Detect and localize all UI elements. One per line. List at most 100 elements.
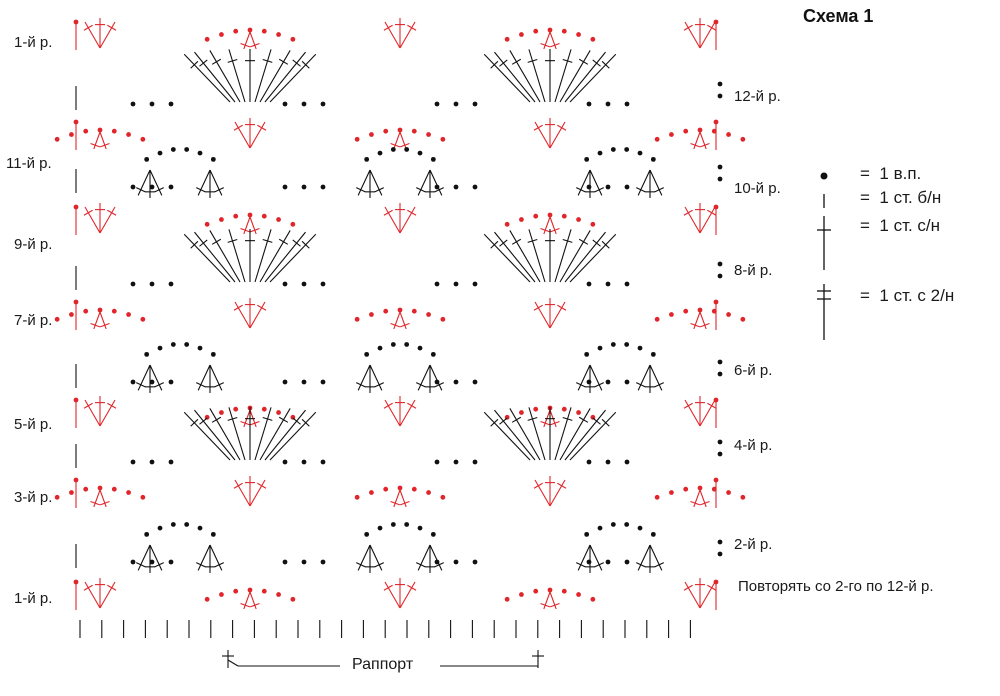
chain-dot: [586, 379, 592, 385]
stitch-line: [549, 216, 557, 235]
chain-dot: [740, 494, 746, 500]
stitch-line: [511, 416, 522, 423]
legend-text: 1 ст. б/н: [879, 188, 942, 207]
chain-dot: [149, 184, 155, 190]
stitch-line: [99, 21, 116, 49]
stitch-line: [209, 169, 223, 196]
stitch-line: [384, 206, 401, 234]
chain-dot: [261, 28, 267, 34]
stitch-line: [540, 42, 551, 48]
stitch-line: [509, 230, 541, 283]
stitch-line: [356, 562, 366, 568]
stitch-line: [417, 169, 431, 196]
stitch-line: [494, 231, 536, 283]
stitch-line: [99, 131, 107, 150]
stitch-line: [194, 51, 236, 103]
chain-dot: [233, 213, 239, 219]
chain-dot: [290, 221, 296, 227]
stitch-line: [99, 581, 116, 609]
chain-dot: [605, 559, 611, 565]
stitch-line: [84, 206, 101, 234]
chain-dot: [576, 592, 581, 597]
chain-dot: [184, 342, 190, 347]
stitch-line: [636, 562, 646, 568]
stitch-line: [292, 59, 301, 67]
stitch-line: [356, 187, 366, 193]
stitch-line: [417, 544, 431, 571]
chain-dot: [590, 221, 596, 227]
stitch-line: [690, 142, 701, 148]
stitch-line: [301, 418, 310, 427]
stitch-line: [511, 58, 522, 65]
chain-dot: [69, 132, 74, 137]
stitch-line: [559, 50, 591, 103]
stitch-line: [154, 187, 164, 193]
stitch-line: [562, 416, 573, 421]
double-crochet-icon: [812, 212, 842, 272]
stitch-line: [699, 206, 716, 234]
chain-dot: [533, 213, 539, 219]
chain-dot: [354, 494, 360, 500]
stitch-line: [214, 382, 224, 388]
stitch-line: [429, 169, 443, 196]
chain-dot: [197, 525, 203, 531]
chain-dot: [301, 379, 307, 385]
chain-dot: [54, 316, 60, 322]
chain-dot: [740, 136, 746, 142]
chain-dot: [390, 147, 396, 152]
stitch-line: [137, 169, 151, 196]
chain-dot: [282, 559, 288, 565]
stitch-line: [540, 420, 551, 426]
stitch-line: [228, 229, 246, 283]
chain-dot: [561, 28, 567, 34]
stitch-line: [527, 238, 538, 243]
stitch-line: [534, 301, 551, 329]
stitch-line: [494, 409, 536, 461]
row-label-right: 8-й р.: [734, 262, 773, 279]
stitch-line: [399, 206, 416, 234]
chain-dot: [219, 217, 224, 222]
stitch-line: [559, 408, 591, 461]
stitch-line: [649, 544, 663, 571]
stitch-line: [99, 322, 110, 328]
stitch-line: [183, 233, 231, 283]
chain-dot: [547, 27, 553, 33]
stitch-line: [264, 409, 306, 461]
stitch-line: [416, 382, 426, 388]
stitch-line: [259, 230, 291, 283]
chain-dot: [210, 156, 216, 162]
stitch-line: [136, 187, 146, 193]
stitch-line: [196, 562, 206, 568]
chain-dot: [504, 36, 510, 42]
chain-dot: [434, 281, 440, 287]
chain-dot: [354, 136, 360, 142]
chain-dot: [168, 101, 174, 107]
stitch-line: [190, 60, 199, 69]
chain-dot: [149, 101, 155, 107]
row-label-left: 1-й р.: [14, 34, 53, 51]
stitch-line: [357, 364, 371, 391]
stitch-line: [707, 584, 717, 591]
chain-dot: [697, 307, 703, 313]
stitch-line: [249, 591, 257, 610]
stitch-line: [383, 209, 393, 216]
chain-dot: [547, 212, 553, 218]
stitch-line: [384, 399, 401, 427]
legend-text: 1 ст. с 2/н: [879, 286, 955, 305]
chain-dot: [726, 132, 731, 137]
stitch-line: [211, 416, 222, 423]
stitch-line: [499, 239, 508, 247]
stitch-line: [197, 544, 211, 571]
stitch-line: [99, 399, 116, 427]
stitch-line: [557, 304, 567, 311]
stitch-line: [262, 416, 273, 421]
stitch-line: [592, 417, 601, 425]
chain-dot: [713, 119, 719, 125]
row-label-right: 10-й р.: [734, 180, 781, 197]
stitch-line: [399, 142, 410, 148]
stitch-line: [528, 407, 546, 461]
chain-dot: [170, 147, 176, 152]
stitch-line: [509, 50, 541, 103]
stitch-line: [690, 500, 701, 506]
chain-dot: [561, 588, 567, 594]
